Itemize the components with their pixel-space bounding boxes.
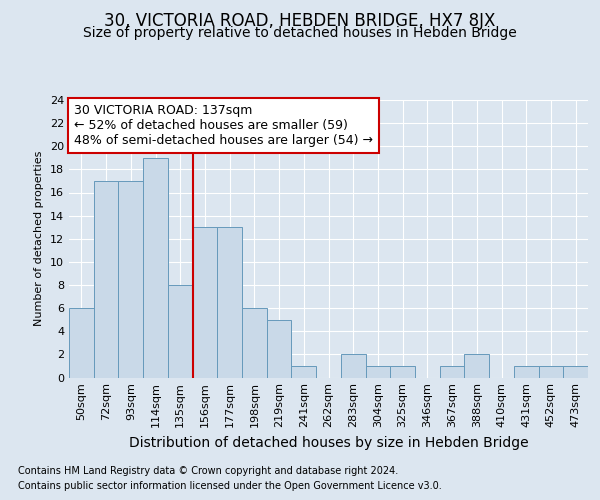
X-axis label: Distribution of detached houses by size in Hebden Bridge: Distribution of detached houses by size … bbox=[128, 436, 529, 450]
Bar bbox=[440, 366, 464, 378]
Bar bbox=[118, 181, 143, 378]
Text: Size of property relative to detached houses in Hebden Bridge: Size of property relative to detached ho… bbox=[83, 26, 517, 40]
Bar bbox=[168, 285, 193, 378]
Text: 30, VICTORIA ROAD, HEBDEN BRIDGE, HX7 8JX: 30, VICTORIA ROAD, HEBDEN BRIDGE, HX7 8J… bbox=[104, 12, 496, 30]
Text: 30 VICTORIA ROAD: 137sqm
← 52% of detached houses are smaller (59)
48% of semi-d: 30 VICTORIA ROAD: 137sqm ← 52% of detach… bbox=[74, 104, 373, 147]
Bar bbox=[341, 354, 365, 378]
Bar bbox=[94, 181, 118, 378]
Bar bbox=[365, 366, 390, 378]
Text: Contains HM Land Registry data © Crown copyright and database right 2024.: Contains HM Land Registry data © Crown c… bbox=[18, 466, 398, 476]
Bar bbox=[563, 366, 588, 378]
Bar bbox=[539, 366, 563, 378]
Bar bbox=[514, 366, 539, 378]
Y-axis label: Number of detached properties: Number of detached properties bbox=[34, 151, 44, 326]
Bar bbox=[143, 158, 168, 378]
Bar bbox=[292, 366, 316, 378]
Bar bbox=[464, 354, 489, 378]
Bar bbox=[193, 227, 217, 378]
Text: Contains public sector information licensed under the Open Government Licence v3: Contains public sector information licen… bbox=[18, 481, 442, 491]
Bar bbox=[69, 308, 94, 378]
Bar bbox=[267, 320, 292, 378]
Bar bbox=[242, 308, 267, 378]
Bar bbox=[217, 227, 242, 378]
Bar bbox=[390, 366, 415, 378]
